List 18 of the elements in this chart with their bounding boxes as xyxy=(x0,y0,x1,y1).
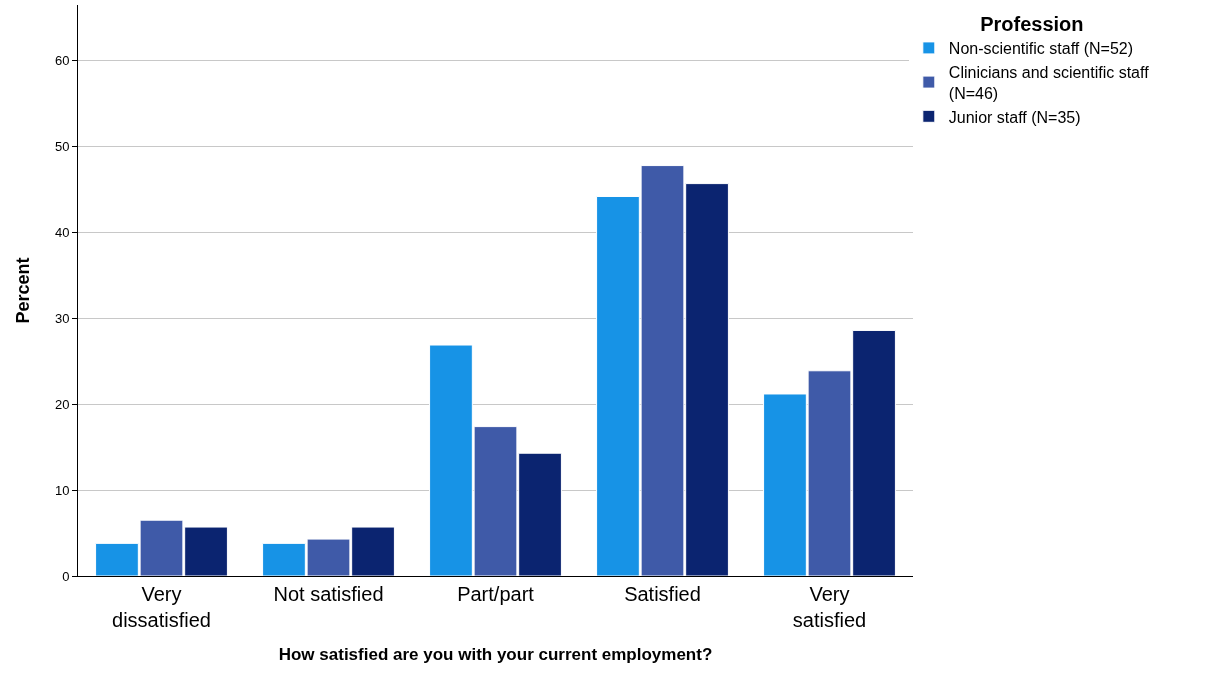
x-tick-label: Part/part xyxy=(457,583,535,605)
y-tick-label: 40 xyxy=(54,225,70,241)
x-tick-label: Very dissatisfied xyxy=(112,583,211,631)
y-tick-label: 50 xyxy=(54,139,70,155)
x-tick-label: Very satisfied xyxy=(792,583,867,631)
y-tick-label: 60 xyxy=(54,53,70,69)
legend-title: Profession xyxy=(980,13,1084,35)
legend-label: Junior staff (N=35) xyxy=(948,108,1081,126)
x-tick-label: Satisfied xyxy=(624,583,701,605)
x-axis-title: How satisfied are you with your current employment? xyxy=(278,645,713,665)
y-tick-label: 30 xyxy=(54,310,70,326)
legend-label: Non-scientific staff (N=52) xyxy=(948,40,1134,58)
y-tick-label: 0 xyxy=(62,568,70,584)
y-axis-title: Percent xyxy=(13,257,34,324)
y-tick-label: 10 xyxy=(54,482,70,498)
legend-label: Clinicians and scientific staff (N=46) xyxy=(948,63,1150,102)
x-tick-label: Not satisfied xyxy=(273,583,384,605)
y-tick-label: 20 xyxy=(54,396,70,412)
